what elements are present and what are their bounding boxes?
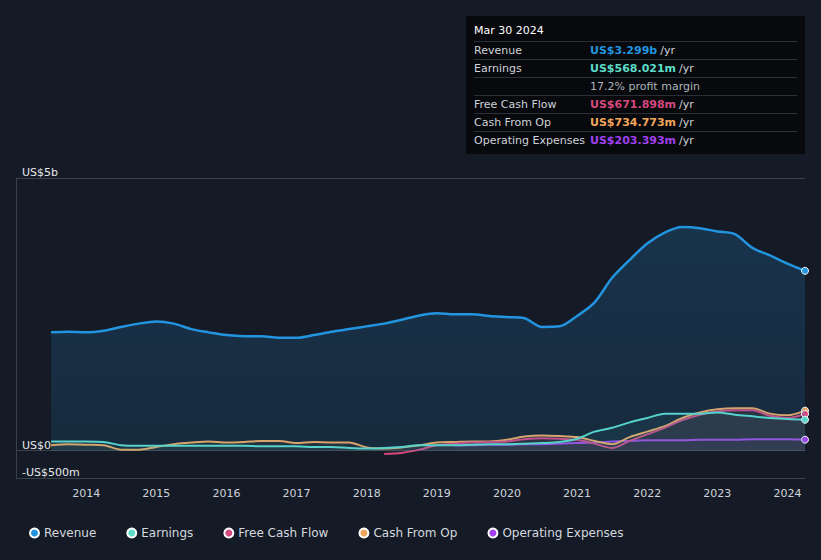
svg-text:Free Cash Flow: Free Cash Flow bbox=[238, 526, 328, 540]
svg-text:Revenue: Revenue bbox=[44, 526, 96, 540]
html-text:17.2% profit margin: 17.2% profit margin bbox=[590, 80, 700, 93]
html-text:US$568.021m /yr: US$568.021m /yr bbox=[590, 62, 694, 75]
html-text:Mar 30 2024: Mar 30 2024 bbox=[474, 24, 544, 37]
svg-text:Earnings: Earnings bbox=[141, 526, 193, 540]
html-text:Cash From Op: Cash From Op bbox=[474, 116, 551, 129]
svg-text:2014: 2014 bbox=[72, 487, 100, 500]
svg-text:2019: 2019 bbox=[423, 487, 451, 500]
svg-text:2021: 2021 bbox=[563, 487, 591, 500]
svg-text:Cash From Op: Cash From Op bbox=[373, 526, 457, 540]
html-text:US$203.393m /yr: US$203.393m /yr bbox=[590, 134, 694, 147]
html-text:US$671.898m /yr: US$671.898m /yr bbox=[590, 98, 694, 111]
svg-text:2024: 2024 bbox=[773, 487, 801, 500]
html-text:Revenue: Revenue bbox=[474, 44, 522, 57]
svg-text:2022: 2022 bbox=[633, 487, 661, 500]
svg-text:2017: 2017 bbox=[283, 487, 311, 500]
svg-text:2020: 2020 bbox=[493, 487, 521, 500]
svg-text:US$5b: US$5b bbox=[22, 166, 58, 179]
svg-text:2023: 2023 bbox=[703, 487, 731, 500]
svg-text:Operating Expenses: Operating Expenses bbox=[502, 526, 623, 540]
svg-text:US$0: US$0 bbox=[22, 439, 51, 452]
html-text:Earnings: Earnings bbox=[474, 62, 522, 75]
html-text:US$734.773m /yr: US$734.773m /yr bbox=[590, 116, 694, 129]
svg-text:2016: 2016 bbox=[212, 487, 240, 500]
html-text:US$3.299b /yr: US$3.299b /yr bbox=[590, 44, 675, 57]
html-text:Operating Expenses: Operating Expenses bbox=[474, 134, 585, 147]
html-text:Free Cash Flow: Free Cash Flow bbox=[474, 98, 557, 111]
svg-text:-US$500m: -US$500m bbox=[22, 466, 80, 479]
svg-text:2015: 2015 bbox=[142, 487, 170, 500]
svg-text:2018: 2018 bbox=[353, 487, 381, 500]
